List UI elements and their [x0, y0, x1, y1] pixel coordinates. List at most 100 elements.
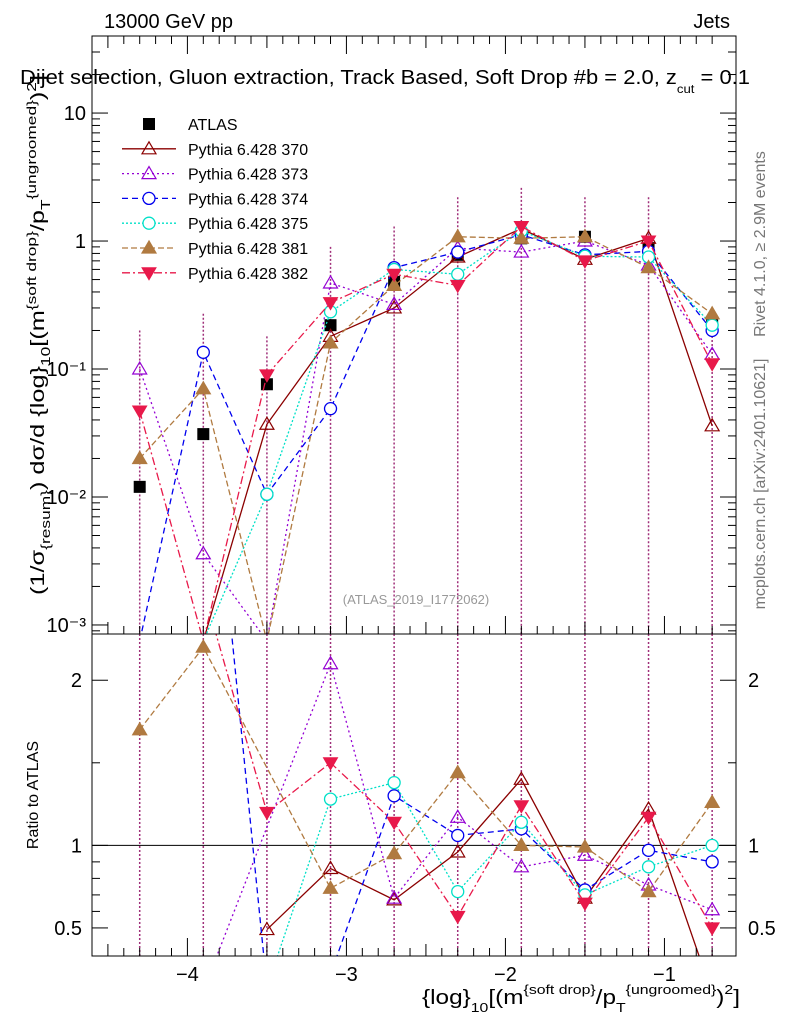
ratio-point-pythia-6-428-375 — [387, 775, 401, 790]
data-point-pythia-6-428-382 — [513, 220, 530, 235]
data-point-pythia-6-428-370 — [386, 299, 403, 314]
ratio-y-tick-label-right: 0.5 — [748, 918, 776, 940]
ratio-point-pythia-6-428-370 — [258, 921, 275, 936]
data-point-pythia-6-428-381 — [131, 450, 148, 465]
ratio-point-pythia-6-428-382 — [513, 800, 530, 814]
data-point-pythia-6-428-381 — [576, 228, 593, 243]
legend-marker-atlas — [143, 118, 155, 130]
ratio-point-pythia-6-428-373 — [322, 655, 339, 670]
main-y-tick-label: 1 — [75, 231, 86, 253]
x-label-part: ) — [716, 987, 724, 1009]
main-y-tick-label: 10 — [64, 103, 86, 125]
ratio-point-pythia-6-428-375 — [705, 838, 719, 853]
y-label-part: 10 — [38, 347, 53, 366]
main-y-tick-label: 10⁻³ — [47, 615, 87, 637]
data-point-pythia-6-428-370 — [704, 417, 721, 432]
ratio-y-tick-label-right: 1 — [748, 835, 759, 857]
x-tick-label: −3 — [335, 964, 358, 986]
data-point-pythia-6-428-382 — [704, 358, 721, 372]
data-point-atlas — [197, 428, 210, 441]
ratio-point-pythia-6-428-382 — [640, 811, 657, 826]
data-point-pythia-6-428-375 — [705, 318, 719, 332]
y-label-part: ] — [28, 75, 49, 82]
legend-marker-pythia-6-428-382 — [141, 267, 157, 281]
ratio-point-pythia-6-428-381 — [322, 880, 339, 894]
series-line-pythia-6-428-374 — [140, 234, 713, 634]
series-line-pythia-6-428-373 — [139, 240, 713, 634]
data-point-pythia-6-428-382 — [386, 268, 402, 283]
data-point-pythia-6-428-382 — [640, 235, 657, 250]
ratio-point-pythia-6-428-382 — [386, 816, 402, 831]
axes: 10⁻³ 10⁻² 10⁻¹ 1 10 0.5 0.5 1 1 2 2 −4 −3 −2 −1 — [47, 35, 776, 986]
ratio-line-pythia-6-428-370 — [266, 778, 700, 956]
ratio-point-pythia-6-428-373 — [513, 858, 530, 873]
ratio-point-pythia-6-428-381 — [704, 794, 721, 809]
x-axis-label: {log} 10 [(m {soft drop}/p T{ungroomed})2] — [422, 982, 740, 1015]
series-line-pythia-6-428-381 — [139, 236, 713, 634]
data-point-pythia-6-428-381 — [513, 230, 530, 244]
data-point-pythia-6-428-373 — [386, 296, 403, 310]
data-point-pythia-6-428-373 — [131, 360, 148, 375]
data-point-pythia-6-428-374 — [323, 402, 338, 416]
legend-marker-pythia-6-428-381 — [140, 239, 158, 254]
legend: ATLAS Pythia 6.428 370 Pythia 6.428 373 Pyt… — [122, 117, 308, 283]
ratio-point-pythia-6-428-382 — [577, 897, 593, 912]
data-point-pythia-6-428-374 — [196, 345, 210, 359]
data-point-pythia-6-428-382 — [577, 255, 593, 269]
ratio-point-pythia-6-428-382 — [259, 806, 275, 821]
legend-label-pythia-6-428-375: Pythia 6.428 375 — [188, 216, 308, 233]
data-point-pythia-6-428-382 — [131, 405, 148, 419]
plot-title-main: Dijet selection, Gluon extraction, Track… — [20, 67, 677, 89]
legend-label-pythia-6-428-373: Pythia 6.428 373 — [188, 167, 308, 184]
ratio-point-pythia-6-428-375 — [641, 860, 656, 874]
data-point-pythia-6-428-375 — [260, 487, 274, 501]
y-label-part: {ungroomed} — [24, 99, 39, 199]
ratio-point-pythia-6-428-373 — [704, 901, 721, 916]
series-line-pythia-6-428-370 — [204, 227, 713, 634]
y-label-part: {resum} — [38, 489, 53, 550]
x-label-part: [(m — [488, 987, 523, 1009]
ratio-point-pythia-6-428-375 — [323, 792, 338, 806]
data-point-pythia-6-428-382 — [449, 279, 466, 294]
data-point-pythia-6-428-382 — [322, 297, 339, 311]
rivet-label: Rivet 4.1.0, ≥ 2.9M events — [752, 151, 769, 337]
legend-marker-pythia-6-428-373 — [140, 165, 158, 180]
legend-marker-pythia-6-428-374 — [142, 191, 156, 206]
ratio-point-pythia-6-428-373 — [386, 890, 403, 904]
category-label: Jets — [693, 11, 730, 33]
y-label-part: (1/σ — [28, 549, 49, 595]
ratio-y-tick-label-right: 2 — [748, 670, 759, 692]
x-label-part: 2 — [724, 982, 733, 997]
ratio-line-pythia-6-428-374 — [230, 634, 713, 956]
y-label-part: ) — [28, 92, 49, 100]
ratio-line-pythia-6-428-373 — [216, 661, 713, 956]
ratio-point-pythia-6-428-374 — [451, 828, 465, 843]
data-point-pythia-6-428-373 — [513, 243, 530, 258]
data-point-pythia-6-428-381 — [704, 305, 721, 320]
ratio-y-tick-label: 2 — [71, 670, 82, 692]
x-label-part: /p — [596, 987, 616, 1009]
x-label-part: {soft drop} — [524, 982, 597, 997]
ratio-line-pythia-6-428-375 — [276, 781, 713, 956]
source-label: mcplots.cern.ch [arXiv:2401.10621] — [752, 359, 769, 610]
ratio-point-pythia-6-428-370 — [322, 860, 339, 875]
ratio-point-pythia-6-428-370 — [513, 771, 530, 785]
plot-title-subscript: cut — [677, 82, 695, 96]
x-tick-label: −1 — [653, 964, 676, 986]
data-point-pythia-6-428-370 — [258, 416, 275, 430]
main-y-axis-label: (1/σ{resum}) dσ/d {log}10[(m{soft drop}/… — [24, 75, 53, 595]
ratio-line-pythia-6-428-381 — [139, 646, 713, 893]
ratio-point-pythia-6-428-373 — [576, 847, 593, 861]
ratio-point-pythia-6-428-382 — [449, 910, 466, 925]
energy-label: 13000 GeV pp — [104, 11, 233, 33]
ratio-point-pythia-6-428-381 — [576, 838, 593, 853]
series-line-pythia-6-428-382 — [139, 225, 713, 634]
ratio-y-axis-label: Ratio to ATLAS — [25, 741, 42, 849]
legend-label-pythia-6-428-374: Pythia 6.428 374 — [188, 191, 308, 208]
y-label-part: [(m — [28, 310, 49, 347]
legend-label-pythia-6-428-381: Pythia 6.428 381 — [188, 241, 308, 258]
ratio-point-pythia-6-428-374 — [261, 981, 273, 993]
data-point-pythia-6-428-381 — [195, 380, 212, 395]
x-label-part: {log} — [422, 987, 471, 1009]
ratio-point-pythia-6-428-370 — [449, 843, 466, 858]
